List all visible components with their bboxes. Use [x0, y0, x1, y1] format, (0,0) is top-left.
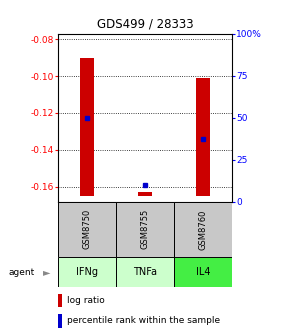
Text: GDS499 / 28333: GDS499 / 28333: [97, 17, 193, 30]
Bar: [174, 202, 232, 257]
Bar: [138, 193, 152, 196]
Text: IL4: IL4: [196, 267, 210, 277]
Bar: [116, 202, 174, 257]
Text: GSM8760: GSM8760: [198, 209, 208, 250]
Text: TNFa: TNFa: [133, 267, 157, 277]
Bar: [58, 202, 116, 257]
Bar: [116, 257, 174, 287]
Bar: [58, 257, 116, 287]
Bar: [80, 57, 94, 196]
Text: IFNg: IFNg: [76, 267, 98, 277]
Text: percentile rank within the sample: percentile rank within the sample: [67, 317, 220, 325]
Text: log ratio: log ratio: [67, 296, 104, 305]
Text: GSM8755: GSM8755: [140, 209, 150, 249]
Text: agent: agent: [9, 268, 35, 277]
Bar: [196, 78, 210, 196]
Text: ►: ►: [43, 267, 51, 277]
Bar: [174, 257, 232, 287]
Text: GSM8750: GSM8750: [82, 209, 92, 249]
